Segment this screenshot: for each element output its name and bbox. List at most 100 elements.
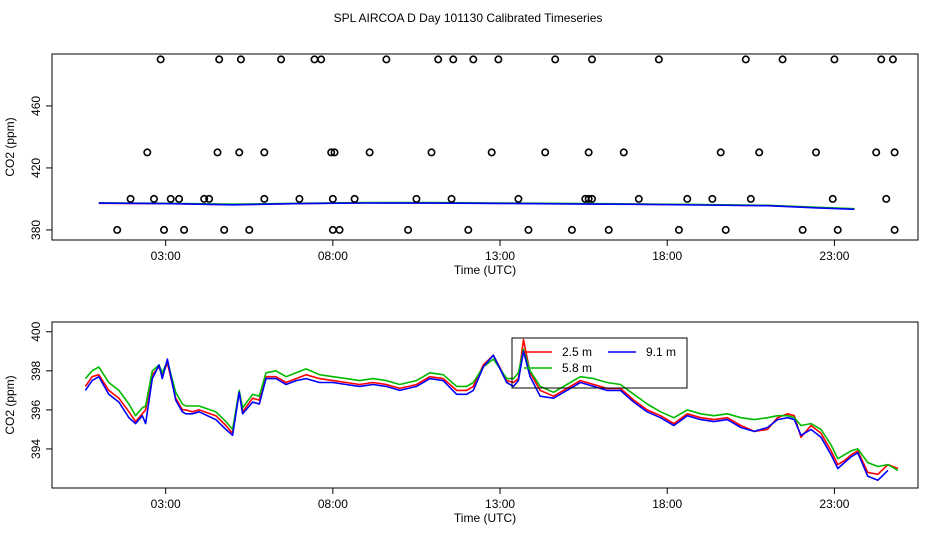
y-tick-label: 394: [29, 439, 43, 459]
flag-point: [449, 55, 458, 64]
flag-point: [833, 225, 842, 234]
flag-point: [236, 55, 245, 64]
y-tick-label: 396: [29, 400, 43, 420]
y-tick-label: 460: [29, 96, 43, 116]
flag-point: [447, 194, 456, 203]
flag-point: [175, 194, 184, 203]
plot-frame: [51, 321, 919, 489]
flag-point: [890, 225, 899, 234]
x-tick-label: 03:00: [151, 249, 181, 263]
flag-point: [469, 55, 478, 64]
plot-frame: [51, 53, 919, 241]
y-tick-label: 400: [29, 321, 43, 341]
y-tick-label: 380: [29, 220, 43, 240]
flag-point: [260, 194, 269, 203]
flag-point: [541, 148, 550, 157]
bottom-panel: 03:00 08:00 13:00 18:00 23:00 394 396 398 400 Tim…: [3, 321, 919, 525]
flag-point: [584, 148, 593, 157]
flag-point: [716, 148, 725, 157]
chart-title: SPL AIRCOA D Day 101130 Calibrated Times…: [334, 11, 603, 25]
flag-point: [634, 194, 643, 203]
flag-point: [166, 194, 175, 203]
flag-point: [365, 148, 374, 157]
x-tick-label: 13:00: [485, 497, 515, 511]
flag-point: [126, 194, 135, 203]
flag-point: [310, 55, 319, 64]
series-line-9-1-m: [98, 202, 855, 211]
legend-label: 9.1 m: [646, 345, 676, 359]
flag-point: [180, 225, 189, 234]
legend-box: [511, 337, 688, 389]
y-tick-label: 420: [29, 158, 43, 178]
x-tick-label: 23:00: [819, 497, 849, 511]
flag-point: [156, 55, 165, 64]
flag-point: [404, 225, 413, 234]
flag-point: [778, 55, 787, 64]
flag-point: [587, 194, 596, 203]
flag-point: [427, 148, 436, 157]
flag-point: [327, 148, 336, 157]
flag-point: [524, 225, 533, 234]
x-tick-label: 13:00: [485, 249, 515, 263]
flag-point: [551, 55, 560, 64]
top-panel: 03:00 08:00 13:00 18:00 23:00 380 420 460 Time (…: [3, 53, 919, 277]
flag-point: [828, 194, 837, 203]
flag-point: [245, 225, 254, 234]
x-tick-label: 03:00: [151, 497, 181, 511]
y-tick-label: 398: [29, 360, 43, 380]
flag-point: [335, 225, 344, 234]
flag-point: [149, 194, 158, 203]
flag-point: [882, 194, 891, 203]
flag-point: [215, 55, 224, 64]
flag-point: [798, 225, 807, 234]
flag-point: [877, 55, 886, 64]
flag-point: [888, 55, 897, 64]
flag-point: [328, 225, 337, 234]
flag-point: [494, 55, 503, 64]
flag-point: [872, 148, 881, 157]
x-tick-label: 23:00: [819, 249, 849, 263]
flag-point: [317, 55, 326, 64]
flag-point: [567, 225, 576, 234]
flag-point: [755, 148, 764, 157]
series-line-5-8-m: [84, 348, 899, 472]
y-axis-label: CO2 (ppm): [3, 375, 17, 434]
x-axis-label: Time (UTC): [454, 511, 516, 525]
flag-point: [330, 148, 339, 157]
flag-point: [382, 55, 391, 64]
flag-point: [160, 225, 169, 234]
flag-point: [674, 225, 683, 234]
flag-point: [654, 55, 663, 64]
flag-point: [213, 148, 222, 157]
legend-label: 5.8 m: [562, 361, 592, 375]
flag-point: [220, 225, 229, 234]
x-axis-label: Time (UTC): [454, 263, 516, 277]
flag-point: [812, 148, 821, 157]
flag-point: [260, 148, 269, 157]
flag-point: [619, 148, 628, 157]
legend-label: 2.5 m: [562, 345, 592, 359]
flag-point: [683, 194, 692, 203]
x-tick-label: 18:00: [652, 249, 682, 263]
flag-point: [587, 55, 596, 64]
x-tick-label: 08:00: [318, 497, 348, 511]
flag-point: [205, 194, 214, 203]
flag-point: [328, 194, 337, 203]
flag-point: [708, 194, 717, 203]
flag-point: [295, 194, 304, 203]
flag-point: [584, 194, 593, 203]
flag-point: [487, 148, 496, 157]
x-tick-label: 08:00: [318, 249, 348, 263]
flag-point: [464, 225, 473, 234]
flag-point: [434, 55, 443, 64]
flag-point: [721, 225, 730, 234]
y-axis-label: CO2 (ppm): [3, 117, 17, 176]
flag-point: [746, 194, 755, 203]
flag-point: [890, 148, 899, 157]
flag-point: [200, 194, 209, 203]
series-line-9-1-m: [84, 350, 889, 482]
flag-point: [830, 55, 839, 64]
flag-point: [350, 194, 359, 203]
flag-point: [514, 194, 523, 203]
